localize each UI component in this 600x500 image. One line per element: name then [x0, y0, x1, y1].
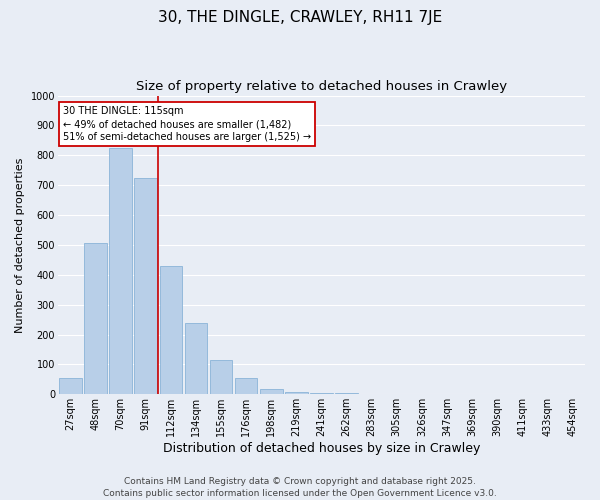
Bar — [160, 266, 182, 394]
X-axis label: Distribution of detached houses by size in Crawley: Distribution of detached houses by size … — [163, 442, 480, 455]
Bar — [210, 360, 232, 394]
Y-axis label: Number of detached properties: Number of detached properties — [15, 157, 25, 332]
Text: Contains HM Land Registry data © Crown copyright and database right 2025.
Contai: Contains HM Land Registry data © Crown c… — [103, 476, 497, 498]
Bar — [235, 378, 257, 394]
Text: 30 THE DINGLE: 115sqm
← 49% of detached houses are smaller (1,482)
51% of semi-d: 30 THE DINGLE: 115sqm ← 49% of detached … — [63, 106, 311, 142]
Bar — [260, 389, 283, 394]
Title: Size of property relative to detached houses in Crawley: Size of property relative to detached ho… — [136, 80, 507, 93]
Bar — [109, 148, 132, 394]
Bar — [134, 178, 157, 394]
Bar — [185, 323, 207, 394]
Text: 30, THE DINGLE, CRAWLEY, RH11 7JE: 30, THE DINGLE, CRAWLEY, RH11 7JE — [158, 10, 442, 25]
Bar — [285, 392, 308, 394]
Bar — [59, 378, 82, 394]
Bar — [310, 393, 333, 394]
Bar — [84, 244, 107, 394]
